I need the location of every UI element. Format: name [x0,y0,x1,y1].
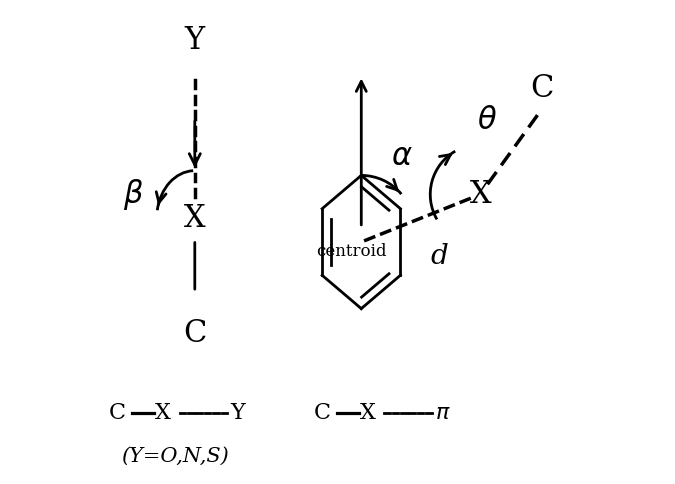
Text: X: X [184,203,206,234]
Text: d: d [431,243,449,270]
Text: $\pi$: $\pi$ [435,402,451,424]
Text: (Y=O,N,S): (Y=O,N,S) [121,447,229,466]
Text: $\alpha$: $\alpha$ [391,141,412,172]
Text: C: C [531,73,554,104]
Text: X: X [469,179,491,210]
Text: C: C [109,402,126,424]
Text: C: C [314,402,331,424]
Text: Y: Y [230,402,245,424]
Text: centroid: centroid [317,243,387,260]
Text: $\theta$: $\theta$ [477,105,497,136]
Text: $\beta$: $\beta$ [123,177,143,212]
Text: C: C [183,318,207,349]
Text: Y: Y [185,26,205,57]
Text: X: X [155,402,171,424]
Text: X: X [360,402,376,424]
